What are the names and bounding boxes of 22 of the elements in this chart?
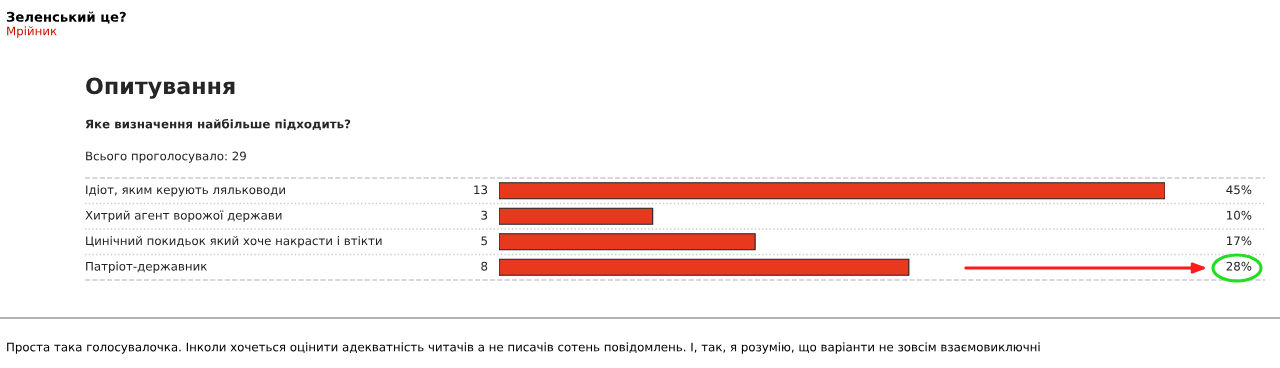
y-tick-label: Цинічний покидьок який хоче накрасти і втікти (86, 236, 382, 248)
bar (499, 258, 910, 276)
text: 28% (1226, 261, 1252, 271)
text: Яке визначення найбільше підходить? (85, 118, 351, 130)
y-tick-label: Хитрий агент ворожої держави (85, 210, 282, 222)
text: Проста така голосувалочка. Інколи хочеться оцінити адекватність читачів а не писачів сотень повідомлень. І, так, я розумію, що варіанти не зовсім взаємовиключні (7, 342, 1040, 354)
bar (499, 233, 756, 251)
y-tick-label: Патріот-державник (86, 261, 207, 273)
y-tick-label: Ідіот, яким керують ляльководи (86, 185, 285, 197)
text: Опитування (86, 77, 235, 99)
text: Зеленський це? (6, 11, 126, 24)
text: 10% (1227, 210, 1252, 220)
text: 45% (1226, 185, 1252, 195)
data-label: 3 (481, 210, 488, 220)
data-label: 13 (474, 185, 488, 195)
text: Мрійник (7, 26, 57, 38)
data-label: 5 (481, 236, 487, 246)
bar (499, 207, 654, 225)
text: Всього проголосувало: 29 (86, 151, 246, 163)
data-label: 8 (481, 261, 488, 271)
bar (499, 182, 1165, 200)
text: 17% (1227, 236, 1252, 246)
